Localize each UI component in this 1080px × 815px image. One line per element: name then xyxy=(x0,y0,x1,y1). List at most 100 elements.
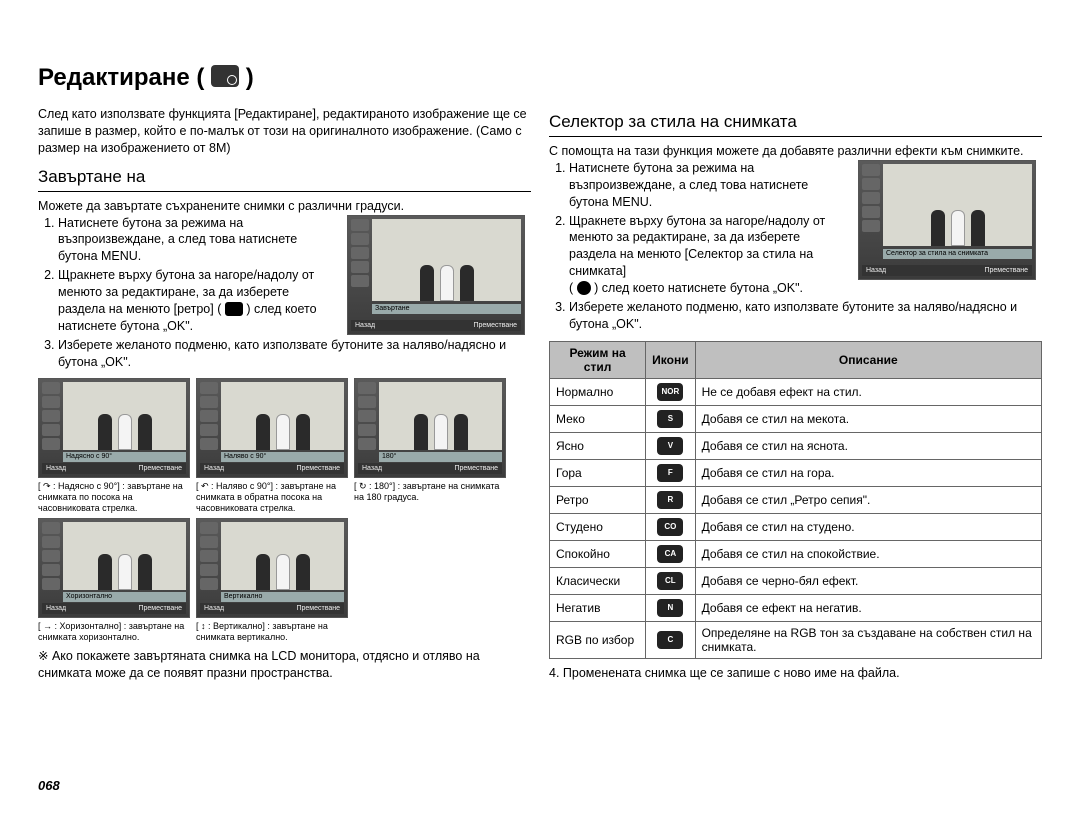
desc-cell: Добавя се стил „Ретро сепия". xyxy=(695,486,1041,513)
page-title: Редактиране ( ) xyxy=(38,64,254,92)
mode-cell: Ретро xyxy=(550,486,646,513)
table-row: Класически CL Добавя се черно-бял ефект. xyxy=(550,567,1042,594)
rotate-heading: Завъртане на xyxy=(38,167,531,192)
thumb-subcaption: [ ↕ : Вертикално] : завъртане на снимкат… xyxy=(196,621,348,643)
mode-cell: Спокойно xyxy=(550,540,646,567)
desc-cell: Добавя се ефект на негатив. xyxy=(695,594,1041,621)
rotate-thumb: ХоризонталноНазадПреместване [ → : Хоризо… xyxy=(38,518,190,643)
style-mode-icon: NOR xyxy=(657,383,683,401)
style-mode-icon: C xyxy=(657,631,683,649)
intro-text: След като използвате функцията [Редактир… xyxy=(38,106,531,157)
table-row: RGB по избор C Определяне на RGB тон за съ… xyxy=(550,621,1042,658)
thumb-screen: Наляво с 90°НазадПреместване xyxy=(196,378,348,478)
styles-table: Режим на стил Икони Описание НормалноNOR… xyxy=(549,341,1042,659)
move-label: Преместване xyxy=(473,320,517,331)
preview-caption: Завъртане xyxy=(372,304,521,314)
icon-cell: CO xyxy=(646,513,695,540)
icon-cell: F xyxy=(646,459,695,486)
thumb-screen: ХоризонталноНазадПреместване xyxy=(38,518,190,618)
rotate-thumb: Наляво с 90°НазадПреместване[ ↶ : Наляво… xyxy=(196,378,348,513)
desc-cell: Не се добавя ефект на стил. xyxy=(695,378,1041,405)
back-label: Назад xyxy=(355,320,375,331)
icon-cell: NOR xyxy=(646,378,695,405)
mode-cell: Ясно xyxy=(550,432,646,459)
rotate-menu-icon xyxy=(225,302,243,316)
style-mode-icon: V xyxy=(657,437,683,455)
style-preview-caption: Селектор за стила на снимката xyxy=(883,249,1032,259)
style-mode-icon: F xyxy=(657,464,683,482)
style-mode-icon: CA xyxy=(657,545,683,563)
style-step-3: Изберете желаното подменю, като използва… xyxy=(569,299,1042,333)
thumb-screen: Надясно с 90°НазадПреместване xyxy=(38,378,190,478)
mode-cell: Класически xyxy=(550,567,646,594)
table-row: Ретро R Добавя се стил „Ретро сепия". xyxy=(550,486,1042,513)
screen-side-icons xyxy=(351,219,369,331)
icon-cell: CA xyxy=(646,540,695,567)
screen-side-icons xyxy=(862,164,880,276)
table-row: НегативNДобавя се ефект на негатив. xyxy=(550,594,1042,621)
th-icon: Икони xyxy=(646,341,695,378)
desc-cell: Добавя се стил на спокойствие. xyxy=(695,540,1041,567)
icon-cell: C xyxy=(646,621,695,658)
th-desc: Описание xyxy=(695,341,1041,378)
style-menu-icon xyxy=(577,281,591,295)
mode-cell: RGB по избор xyxy=(550,621,646,658)
left-column: След като използвате функцията [Редактир… xyxy=(38,106,531,682)
desc-cell: Добавя се стил на гора. xyxy=(695,459,1041,486)
table-row: Ясно V Добавя се стил на яснота. xyxy=(550,432,1042,459)
style-mode-icon: N xyxy=(657,599,683,617)
desc-cell: Определяне на RGB тон за създаване на со… xyxy=(695,621,1041,658)
style-mode-icon: CL xyxy=(657,572,683,590)
table-row: Гора F Добавя се стил на гора. xyxy=(550,459,1042,486)
right-column: Селектор за стила на снимката С помощта … xyxy=(549,106,1042,682)
style-heading: Селектор за стила на снимката xyxy=(549,112,1042,137)
desc-cell: Добавя се стил на яснота. xyxy=(695,432,1041,459)
style-mode-icon: S xyxy=(657,410,683,428)
thumb-subcaption: [ ↷ : Надясно с 90°] : завъртане на сним… xyxy=(38,481,190,513)
style-preview-bottom: Назад Преместване xyxy=(862,265,1032,276)
back-label: Назад xyxy=(866,265,886,276)
style-preview-screen: Селектор за стила на снимката Назад Прем… xyxy=(858,160,1036,280)
table-row: НормалноNORНе се добавя ефект на стил. xyxy=(550,378,1042,405)
style-lead: С помощта на тази функция можете да доба… xyxy=(549,143,1042,160)
mode-cell: Студено xyxy=(550,513,646,540)
preview-bottom-bar: Назад Преместване xyxy=(351,320,521,331)
th-mode: Режим на стил xyxy=(550,341,646,378)
rotate-thumb: Надясно с 90°НазадПреместване[ ↷ : Надяс… xyxy=(38,378,190,513)
icon-cell: R xyxy=(646,486,695,513)
desc-cell: Добавя се стил на мекота. xyxy=(695,405,1041,432)
mode-cell: Меко xyxy=(550,405,646,432)
rotate-step-3: Изберете желаното подменю, като използва… xyxy=(58,337,531,371)
thumb-subcaption: [ ↶ : Наляво с 90°] : завъртане на снимк… xyxy=(196,481,348,513)
mode-cell: Гора xyxy=(550,459,646,486)
table-row: Меко S Добавя се стил на мекота. xyxy=(550,405,1042,432)
thumb-subcaption: [ ↻ : 180°] : завъртане на снимката на 1… xyxy=(354,481,506,503)
icon-cell: S xyxy=(646,405,695,432)
thumb-screen: ВертикалноНазадПреместване xyxy=(196,518,348,618)
icon-cell: N xyxy=(646,594,695,621)
style-mode-icon: CO xyxy=(657,518,683,536)
preview-photo xyxy=(372,219,521,301)
thumb-screen: 180°НазадПреместване xyxy=(354,378,506,478)
thumb-caption: Надясно с 90° xyxy=(63,452,186,462)
desc-cell: Добавя се стил на студено. xyxy=(695,513,1041,540)
title-close: ) xyxy=(246,64,254,91)
title-text: Редактиране ( xyxy=(38,64,204,91)
page-number: 068 xyxy=(38,778,60,793)
table-row: Спокойно CA Добавя се стил на спокойствие. xyxy=(550,540,1042,567)
move-label: Преместване xyxy=(984,265,1028,276)
style-preview: Селектор за стила на снимката Назад Прем… xyxy=(858,160,1036,280)
rotate-thumb-grid: Надясно с 90°НазадПреместване[ ↷ : Надяс… xyxy=(38,378,531,642)
icon-cell: V xyxy=(646,432,695,459)
preview-screen: Завъртане Назад Преместване xyxy=(347,215,525,335)
thumb-subcaption: [ → : Хоризонтално] : завъртане на снимк… xyxy=(38,621,190,643)
style-mode-icon: R xyxy=(657,491,683,509)
thumb-caption: Наляво с 90° xyxy=(221,452,344,462)
rotate-note: ※ Ако покажете завъртяната снимка на LCD… xyxy=(38,648,531,682)
thumb-caption: Хоризонтално xyxy=(63,592,186,602)
icon-cell: CL xyxy=(646,567,695,594)
table-row: Студено CO Добавя се стил на студено. xyxy=(550,513,1042,540)
edit-icon xyxy=(211,65,239,87)
table-header-row: Режим на стил Икони Описание xyxy=(550,341,1042,378)
desc-cell: Добавя се черно-бял ефект. xyxy=(695,567,1041,594)
